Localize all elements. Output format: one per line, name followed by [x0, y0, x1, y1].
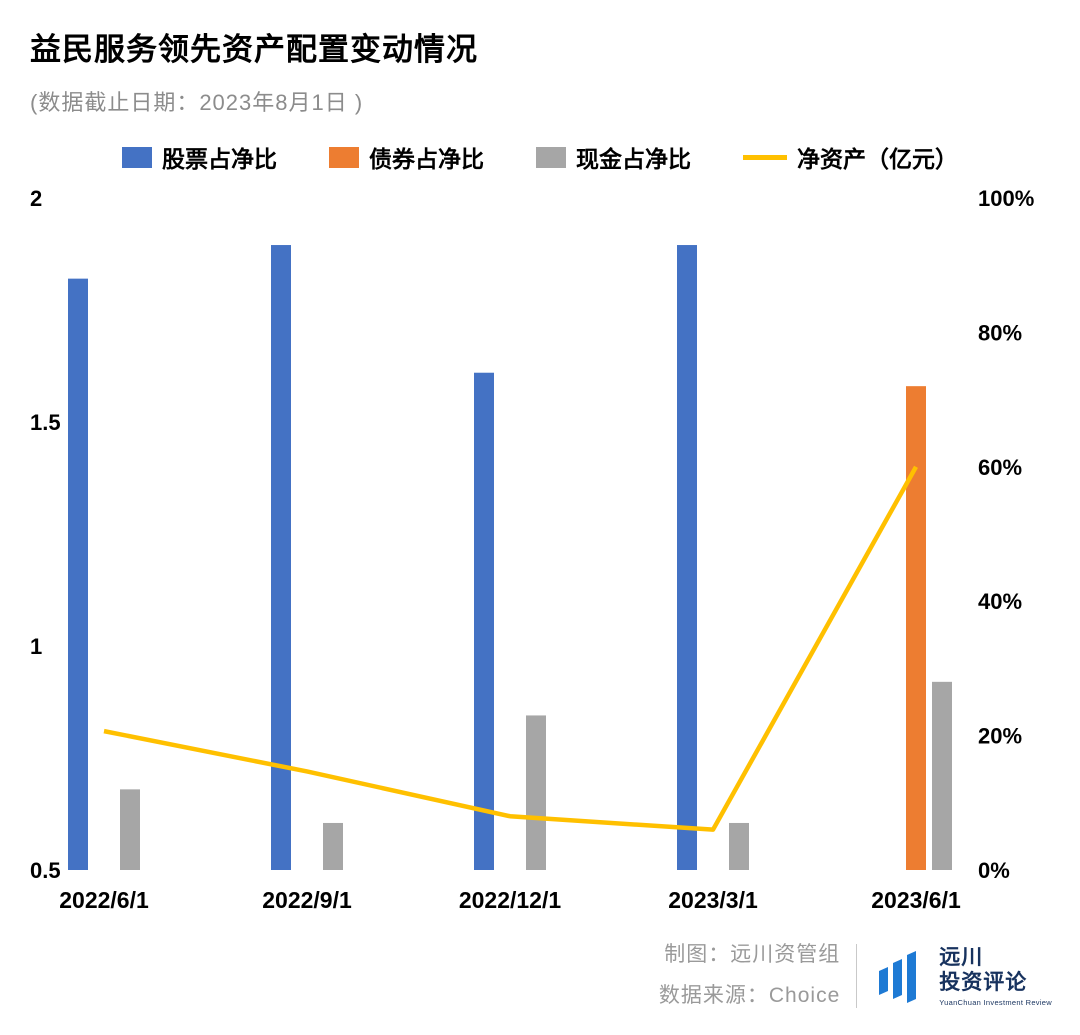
- bar-股票占净比-2023/3/1: [677, 245, 697, 871]
- legend-item-bond: 债券占净比: [329, 140, 484, 174]
- right-axis-tick: 60%: [978, 455, 1022, 480]
- x-axis-label: 2022/6/1: [59, 887, 149, 913]
- x-axis-label: 2023/6/1: [871, 887, 961, 913]
- logo-name-line2: 投资评论: [939, 971, 1028, 995]
- right-axis-tick: 0%: [978, 858, 1010, 883]
- legend-label-cash: 现金占净比: [576, 146, 691, 172]
- right-axis-tick: 20%: [978, 724, 1022, 749]
- logo-subtitle: YuanChuan Investment Review: [939, 998, 1052, 1008]
- right-axis-tick: 40%: [978, 589, 1022, 614]
- legend-label-stock: 股票占净比: [162, 146, 277, 172]
- x-axis-label: 2023/3/1: [668, 887, 758, 913]
- legend-label-bond: 债券占净比: [369, 146, 484, 172]
- bar-现金占净比-2022/9/1: [323, 822, 343, 870]
- legend-item-netassets: 净资产（亿元）: [743, 140, 958, 174]
- yuanchuan-logo: 远川 投资评论 YuanChuan Investment Review: [873, 945, 1052, 1007]
- credit-source: 数据来源：Choice: [658, 984, 841, 1008]
- logo-text-block: 远川 投资评论 YuanChuan Investment Review: [939, 945, 1052, 1007]
- legend-label-netassets: 净资产（亿元）: [797, 146, 958, 172]
- bar-债券占净比-2023/6/1: [906, 386, 926, 870]
- bar-现金占净比-2023/3/1: [729, 822, 749, 870]
- left-axis-tick: 1.5: [30, 410, 61, 435]
- chart-footer: 制图：远川资管组 数据来源：Choice 远川 投资评论 YuanChuan I…: [659, 935, 1052, 1017]
- bond-swatch-icon: [329, 146, 359, 168]
- right-axis-tick: 100%: [978, 186, 1034, 211]
- left-axis-tick: 0.5: [30, 858, 61, 883]
- left-axis-tick: 1: [30, 634, 42, 659]
- logo-name-line1: 远川: [939, 945, 984, 969]
- credits-block: 制图：远川资管组 数据来源：Choice: [659, 935, 840, 1017]
- bar-股票占净比-2022/9/1: [271, 245, 291, 871]
- stock-swatch-icon: [122, 146, 152, 168]
- footer-divider: [856, 944, 858, 1009]
- cash-swatch-icon: [536, 146, 566, 168]
- right-axis-tick: 80%: [978, 320, 1022, 345]
- chart-legend: 股票占净比 债券占净比 现金占净比 净资产（亿元）: [0, 140, 1080, 174]
- yuanchuan-bars-icon: [879, 951, 917, 1004]
- bar-现金占净比-2023/6/1: [932, 681, 952, 870]
- left-axis-tick: 2: [30, 186, 42, 211]
- x-axis-label: 2022/9/1: [262, 887, 352, 913]
- page-title: 益民服务领先资产配置变动情况: [30, 32, 478, 67]
- netassets-line-icon: [743, 154, 787, 160]
- legend-item-stock: 股票占净比: [122, 140, 277, 174]
- bar-现金占净比-2022/12/1: [526, 715, 546, 870]
- page-subtitle: (数据截止日期：2023年8月1日 ): [30, 90, 364, 115]
- credit-author: 制图：远川资管组: [664, 943, 841, 967]
- bar-股票占净比-2022/12/1: [474, 372, 494, 870]
- legend-item-cash: 现金占净比: [536, 140, 691, 174]
- x-axis-label: 2022/12/1: [459, 887, 562, 913]
- bar-股票占净比-2022/6/1: [68, 278, 88, 870]
- chart-header: 益民服务领先资产配置变动情况 (数据截止日期：2023年8月1日 ): [30, 24, 478, 117]
- netassets-line: [103, 465, 918, 832]
- bar-现金占净比-2022/6/1: [120, 789, 140, 870]
